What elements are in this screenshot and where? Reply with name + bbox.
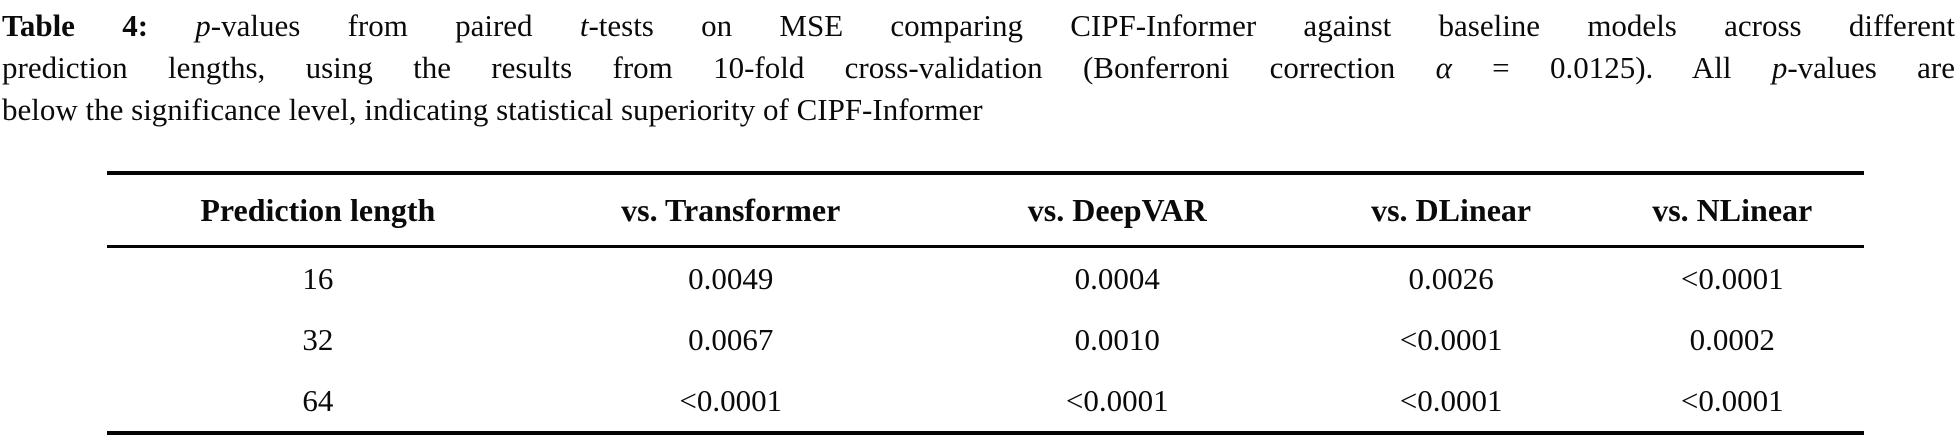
caption-line-1: Table 4: p-values from paired t-tests on…	[2, 5, 1955, 47]
caption-table-label: Table 4:	[2, 8, 149, 43]
caption-text-segment: = 0.0125). All	[1451, 50, 1772, 85]
col-header-vs-deepvar: vs. DeepVAR	[932, 173, 1302, 248]
cell-prediction-length: 32	[302, 321, 334, 357]
cell-pvalue: <0.0001	[1399, 382, 1503, 418]
col-header-vs-transformer: vs. Transformer	[528, 173, 933, 248]
table-header-row: Prediction length vs. Transformer vs. De…	[107, 173, 1864, 248]
cell-prediction-length: 16	[302, 260, 334, 296]
col-header-vs-dlinear: vs. DLinear	[1301, 173, 1601, 248]
caption-text-segment: -values from paired	[210, 8, 580, 43]
table-row: 32 0.0067 0.0010 <0.0001 0.0002	[107, 309, 1864, 370]
table-caption: Table 4: p-values from paired t-tests on…	[0, 0, 1957, 131]
caption-text-segment: -tests on MSE comparing CIPF-Informer ag…	[588, 8, 1956, 43]
cell-pvalue: 0.0026	[1408, 260, 1494, 296]
cell-pvalue: <0.0001	[1680, 382, 1784, 418]
caption-text-segment: -values are	[1787, 50, 1955, 85]
cell-pvalue: 0.0010	[1074, 321, 1160, 357]
caption-text-segment: prediction lengths, using the results fr…	[2, 50, 1436, 85]
cell-pvalue: 0.0067	[688, 321, 774, 357]
cell-pvalue: <0.0001	[679, 382, 783, 418]
caption-p-italic: p	[195, 8, 211, 43]
cell-pvalue: 0.0049	[688, 260, 774, 296]
caption-t-italic: t	[579, 8, 589, 43]
pvalues-table: Prediction length vs. Transformer vs. De…	[107, 171, 1864, 435]
caption-p-italic: p	[1771, 50, 1788, 85]
table-row: 64 <0.0001 <0.0001 <0.0001 <0.0001	[107, 370, 1864, 433]
table-row: 16 0.0049 0.0004 0.0026 <0.0001	[107, 247, 1864, 310]
col-header-vs-nlinear: vs. NLinear	[1600, 173, 1864, 248]
caption-alpha-italic: α	[1435, 50, 1452, 85]
cell-pvalue: <0.0001	[1065, 382, 1169, 418]
cell-pvalue: <0.0001	[1680, 260, 1784, 296]
cell-pvalue: 0.0002	[1689, 321, 1775, 357]
cell-pvalue: 0.0004	[1074, 260, 1160, 296]
cell-prediction-length: 64	[302, 382, 334, 418]
caption-line-3: below the significance level, indicating…	[2, 92, 983, 127]
cell-pvalue: <0.0001	[1399, 321, 1503, 357]
col-header-prediction-length: Prediction length	[107, 173, 529, 248]
caption-line-2: prediction lengths, using the results fr…	[2, 47, 1955, 89]
